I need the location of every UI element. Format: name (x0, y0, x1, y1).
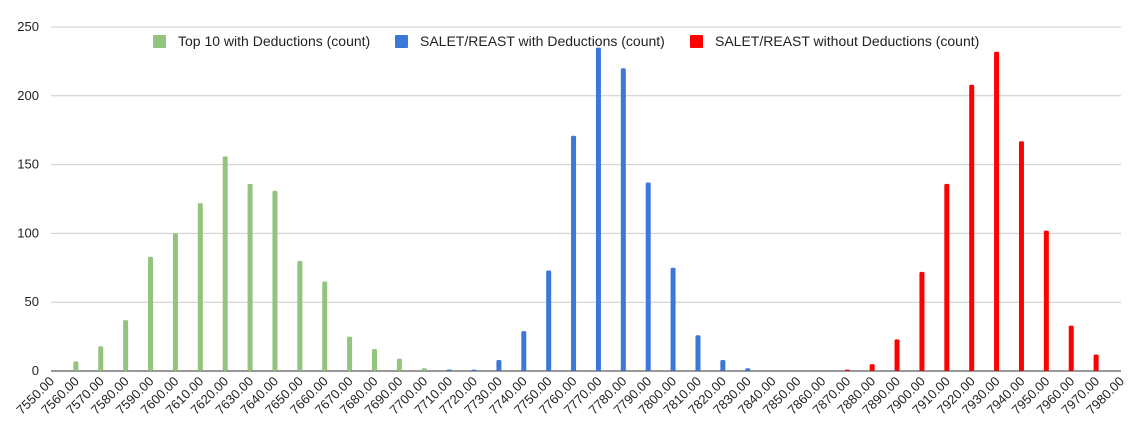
legend: Top 10 with Deductions (count) SALET/REAS… (153, 33, 979, 49)
legend-item-3: SALET/REAST without Deductions (count) (690, 33, 979, 49)
bar-series-2-7810.00 (695, 335, 701, 371)
bar-series-2-7770.00 (595, 47, 601, 371)
y-tick-label: 200 (17, 88, 39, 103)
bar-series-2-7830.00 (745, 368, 751, 371)
legend-item-1: Top 10 with Deductions (count) (153, 33, 370, 49)
bar-series-3-7960.00 (1068, 325, 1074, 371)
bar-series-3-7950.00 (1043, 230, 1049, 371)
legend-label: Top 10 with Deductions (count) (178, 33, 370, 49)
legend-swatch (395, 35, 408, 48)
y-tick-label: 0 (32, 363, 39, 378)
bar-series-2-7780.00 (620, 68, 626, 371)
bar-series-2-7730.00 (496, 359, 502, 371)
legend-label: SALET/REAST without Deductions (count) (715, 33, 979, 49)
legend-label: SALET/REAST with Deductions (count) (420, 33, 665, 49)
bar-series-2-7800.00 (670, 267, 676, 371)
bar-series-1-7580.00 (123, 320, 129, 371)
bar-series-3-7910.00 (944, 183, 950, 371)
bar-series-1-7570.00 (98, 346, 104, 371)
bar-series-3-7890.00 (894, 339, 900, 371)
legend-swatch (690, 35, 703, 48)
bar-series-3-7900.00 (919, 271, 925, 371)
y-tick-label: 100 (17, 225, 39, 240)
bar-series-1-7650.00 (297, 260, 303, 371)
bar-series-1-7700.00 (421, 368, 427, 371)
bar-series-1-7590.00 (148, 256, 154, 371)
bar-series-2-7790.00 (645, 182, 651, 371)
bar-series-2-7720.00 (471, 369, 477, 371)
bar-series-2-7760.00 (571, 135, 577, 371)
y-tick-label: 50 (25, 294, 39, 309)
bar-series-1-7560.00 (73, 361, 79, 371)
bar-series-1-7660.00 (322, 281, 328, 371)
bar-series-3-7880.00 (869, 364, 875, 371)
bar-series-1-7640.00 (272, 190, 278, 371)
bar-series-1-7630.00 (247, 183, 253, 371)
bars (73, 47, 1099, 372)
legend-swatch (153, 35, 166, 48)
bar-series-2-7750.00 (546, 270, 552, 371)
bar-series-2-7820.00 (720, 359, 726, 371)
bar-series-3-7970.00 (1093, 354, 1099, 371)
bar-series-1-7620.00 (222, 156, 228, 371)
bar-series-3-7940.00 (1018, 141, 1024, 371)
bar-series-2-7710.00 (446, 369, 452, 371)
y-tick-label: 250 (17, 19, 39, 34)
bar-series-1-7610.00 (197, 203, 203, 371)
y-tick-label: 150 (17, 157, 39, 172)
bar-series-1-7600.00 (172, 233, 178, 371)
bar-series-1-7690.00 (396, 358, 402, 371)
bar-series-3-7920.00 (969, 84, 975, 372)
x-axis: 7550.007560.007570.007580.007590.007600.… (13, 374, 1127, 418)
bar-series-1-7670.00 (347, 336, 353, 371)
gridlines (51, 26, 1121, 372)
y-axis: 0 50 100 150 200 250 (17, 19, 39, 378)
bar-series-3-7930.00 (994, 51, 1000, 371)
bar-series-3-7870.00 (844, 369, 850, 371)
bar-series-2-7740.00 (521, 331, 527, 371)
legend-item-2: SALET/REAST with Deductions (count) (395, 33, 665, 49)
bar-series-1-7680.00 (371, 348, 377, 371)
